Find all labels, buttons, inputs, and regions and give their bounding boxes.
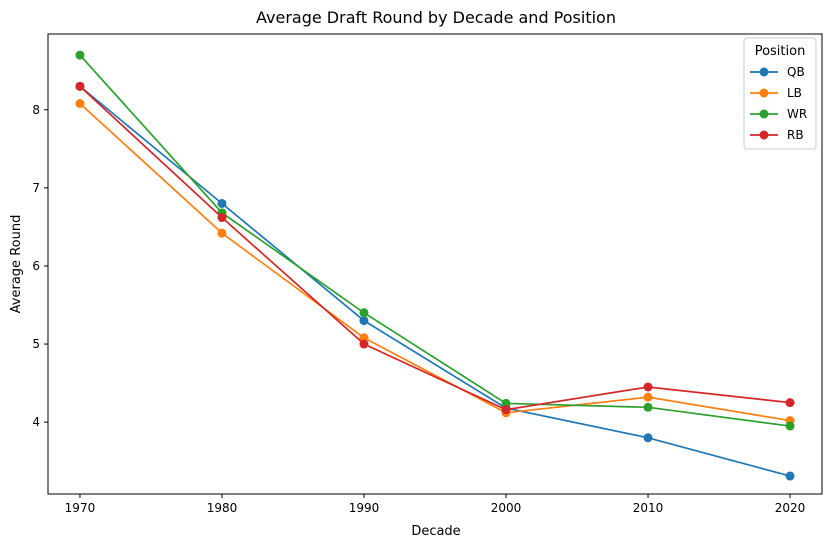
y-tick-label: 8: [32, 103, 40, 117]
series-line-lb: [79, 102, 791, 422]
data-point-qb: [643, 433, 653, 443]
legend-item-wr: WR: [750, 107, 807, 121]
legend-item-lb: LB: [750, 86, 802, 100]
series-line-rb: [79, 85, 791, 411]
y-axis-label: Average Round: [9, 215, 24, 314]
legend-label-lb: LB: [787, 86, 802, 100]
legend-marker-lb: [759, 88, 769, 98]
data-point-wr: [785, 421, 795, 431]
x-tick-label: 1970: [65, 501, 96, 515]
data-point-lb: [643, 392, 653, 402]
data-point-wr: [359, 308, 369, 318]
y-tick-label: 6: [32, 259, 40, 273]
legend-item-qb: QB: [750, 65, 805, 79]
plot-area: [47, 33, 823, 495]
data-point-rb: [217, 213, 227, 223]
legend-label-rb: RB: [787, 128, 804, 142]
series-line-qb: [79, 85, 791, 477]
legend-box: [743, 37, 817, 150]
x-axis-label: Decade: [411, 524, 460, 539]
series-group: [75, 50, 795, 481]
data-point-lb: [359, 333, 369, 343]
data-point-wr: [75, 50, 85, 60]
data-point-wr: [643, 402, 653, 412]
y-tick-label: 7: [32, 181, 40, 195]
data-point-rb: [501, 405, 511, 415]
data-point-qb: [217, 198, 227, 208]
chart-title: Average Draft Round by Decade and Positi…: [256, 8, 616, 27]
data-point-rb: [785, 398, 795, 408]
legend-marker-rb: [759, 130, 769, 140]
x-tick-label: 2010: [633, 501, 664, 515]
data-point-lb: [217, 228, 227, 238]
y-tick-label: 5: [32, 337, 40, 351]
legend-title: Position: [755, 44, 806, 59]
legend: Position QB LB WR RB: [743, 37, 817, 150]
data-point-qb: [359, 316, 369, 326]
legend-marker-wr: [759, 109, 769, 119]
x-tick-label: 2000: [491, 501, 522, 515]
legend-label-wr: WR: [787, 107, 807, 121]
y-axis: 4 5 6 7 8: [32, 103, 48, 429]
x-tick-label: 1990: [349, 501, 380, 515]
data-point-rb: [643, 382, 653, 392]
legend-items: QB LB WR RB: [750, 65, 807, 142]
data-point-qb: [785, 471, 795, 481]
data-point-rb: [359, 339, 369, 349]
data-point-lb: [75, 99, 85, 109]
legend-label-qb: QB: [787, 65, 805, 79]
legend-item-rb: RB: [750, 128, 804, 142]
y-tick-label: 4: [32, 415, 40, 429]
x-tick-label: 1980: [207, 501, 238, 515]
x-tick-label: 2020: [775, 501, 806, 515]
x-axis: 1970 1980 1990 2000 2010 2020: [65, 494, 806, 515]
series-line-wr: [79, 54, 791, 427]
legend-marker-qb: [759, 67, 769, 77]
data-point-rb: [75, 81, 85, 91]
data-point-wr: [501, 398, 511, 408]
